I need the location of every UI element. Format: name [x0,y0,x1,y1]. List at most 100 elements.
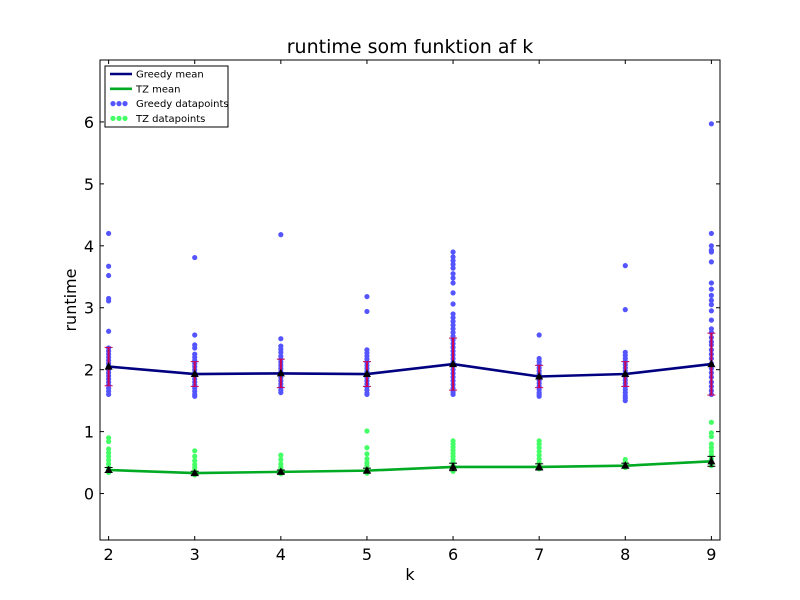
legend-swatch-greedy-datapoints [110,101,116,107]
datapoint-greedy-datapoints [708,280,714,286]
legend-swatch-tz-datapoints [122,115,128,121]
datapoint-greedy-datapoints [708,243,714,249]
datapoint-greedy-datapoints [278,389,284,396]
datapoint-greedy-datapoints [708,230,714,237]
datapoint-greedy-datapoints [106,272,112,279]
datapoint-greedy-datapoints [106,298,112,304]
datapoint-greedy-datapoints [192,254,198,261]
mean-marker-tz-mean [621,461,630,469]
datapoint-tz-datapoints [708,448,714,455]
datapoint-greedy-datapoints [450,275,456,281]
y-tick-label: 5 [84,175,94,194]
y-axis-title: runtime [61,268,80,331]
legend-swatch-greedy-datapoints [122,101,128,107]
datapoint-greedy-datapoints [364,391,370,398]
datapoint-greedy-datapoints [278,349,284,355]
line-tz-mean [108,460,712,475]
mean-marker-greedy-mean [276,368,285,377]
datapoint-tz-datapoints [364,451,370,457]
datapoint-tz-datapoints [106,461,112,467]
datapoint-tz-datapoints [536,441,542,447]
datapoint-tz-datapoints [536,456,542,462]
datapoint-greedy-datapoints [450,254,456,260]
x-tick-label: 6 [448,545,458,564]
datapoint-tz-datapoints [106,446,112,452]
datapoint-tz-datapoints [536,452,542,458]
chart-title: runtime som funktion af k [287,36,534,58]
datapoint-greedy-datapoints [450,258,456,264]
datapoint-tz-datapoints [708,441,714,447]
mean-marker-tz-mean [276,467,285,475]
mean-marker-greedy-mean [104,362,113,370]
mean-marker-tz-mean [362,466,371,474]
line-greedy-mean [108,362,712,378]
datapoint-greedy-datapoints [708,302,714,308]
datapoint-tz-datapoints [192,448,198,454]
datapoint-greedy-datapoints [622,398,628,404]
legend-swatch-tz-datapoints [116,115,122,121]
datapoint-tz-datapoints [364,456,370,462]
mean-marker-greedy-mean [707,359,716,368]
datapoint-greedy-datapoints [708,326,714,332]
plot-frame [99,59,721,541]
datapoint-greedy-datapoints [450,271,456,277]
mean-marker-tz-mean [190,468,199,477]
y-tick-label: 4 [84,237,94,256]
y-tick-label: 2 [84,361,94,380]
datapoint-tz-datapoints [278,456,284,463]
datapoint-greedy-datapoints [622,307,628,313]
datapoint-greedy-datapoints [106,263,112,269]
datapoint-greedy-datapoints [708,329,714,336]
y-tick-label: 1 [84,423,94,442]
legend-label-greedy-mean: Greedy mean [136,70,204,81]
axis-ticks: 2 3 4 5 6 7 8 9 0 1 2 3 4 5 6 [84,60,720,564]
datapoint-greedy-datapoints [536,393,542,399]
datapoint-tz-datapoints [106,435,112,441]
legend-swatch-greedy-datapoints [116,101,122,107]
datapoint-greedy-datapoints [450,261,456,267]
datapoint-greedy-datapoints [450,322,456,328]
datapoint-greedy-datapoints [708,292,714,298]
x-axis-title: k [405,565,415,584]
mean-marker-greedy-mean [449,359,458,368]
datapoint-tz-datapoints [708,445,714,451]
datapoint-greedy-datapoints [450,280,456,286]
datapoint-greedy-datapoints [364,308,370,315]
legend-label-tz-mean: TZ mean [135,84,181,95]
datapoint-tz-datapoints [536,448,542,455]
y-tick-label: 0 [84,485,94,504]
datapoint-greedy-datapoints [450,329,456,336]
datapoint-tz-datapoints [192,458,198,464]
y-tick-label: 6 [84,113,94,132]
mean-marker-tz-mean [449,462,458,470]
datapoint-greedy-datapoints [106,391,112,398]
datapoint-tz-datapoints [708,433,714,440]
datapoint-greedy-datapoints [708,249,714,255]
datapoint-tz-datapoints [192,453,198,459]
datapoint-tz-datapoints [106,453,112,459]
x-tick-label: 4 [276,545,286,564]
datapoint-greedy-datapoints [708,259,714,265]
datapoint-greedy-datapoints [708,317,714,323]
datapoint-greedy-datapoints [622,263,628,269]
datapoint-tz-datapoints [106,457,112,463]
datapoint-greedy-datapoints [192,332,198,338]
datapoint-tz-datapoints [708,430,714,436]
datapoint-greedy-datapoints [708,308,714,314]
datapoint-tz-datapoints [708,419,714,425]
x-tick-label: 8 [620,545,630,564]
mean-marker-greedy-mean [535,371,544,380]
mean-marker-greedy-mean [621,369,630,378]
datapoint-greedy-datapoints [192,345,198,351]
datapoint-greedy-datapoints [536,332,542,338]
x-tick-label: 3 [190,545,200,564]
datapoint-greedy-datapoints [450,301,456,307]
plot-area [104,121,716,478]
datapoint-greedy-datapoints [450,249,456,255]
legend-swatch-tz-datapoints [110,115,116,121]
datapoint-greedy-datapoints [364,293,370,300]
mean-marker-greedy-mean [362,369,371,378]
datapoint-greedy-datapoints [106,328,112,334]
datapoint-tz-datapoints [450,468,456,474]
